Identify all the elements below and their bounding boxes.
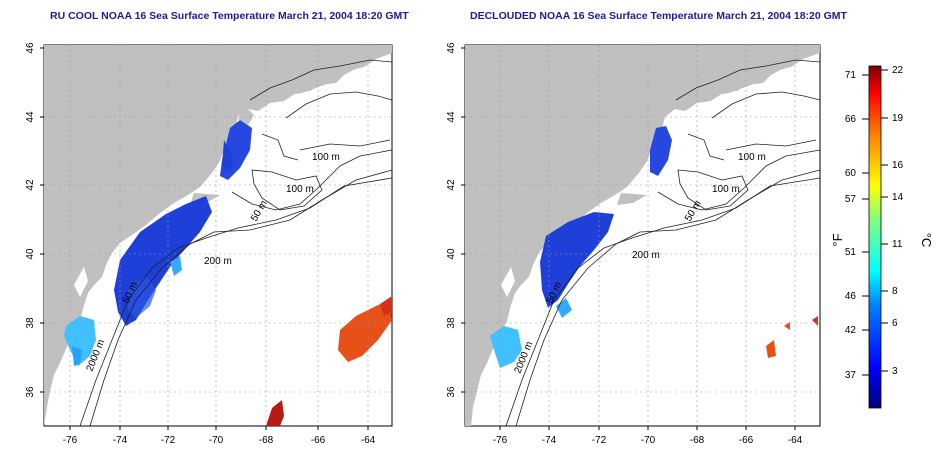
f-tick-label: 71 — [845, 70, 857, 81]
sst-warm-patch-right — [766, 316, 818, 358]
lat-tick-label: 38 — [25, 317, 36, 329]
lon-axis-left: -76 -74 -72 -70 -68 -66 -64 — [63, 426, 376, 446]
lon-tick-label: -72 — [161, 435, 176, 446]
f-tick-label: 57 — [845, 194, 857, 205]
lon-tick-label: -74 — [542, 435, 557, 446]
celsius-scale: 22 19 16 14 11 8 6 3 — [881, 65, 904, 377]
c-tick-label: 8 — [892, 286, 898, 297]
lat-axis-right: 46 44 42 40 38 36 — [446, 42, 465, 398]
contour-label: 100 m — [712, 184, 740, 195]
c-tick-label: 22 — [892, 65, 904, 76]
c-tick-label: 19 — [892, 113, 904, 124]
contour-label: 100 m — [312, 152, 340, 163]
lon-tick-label: -66 — [311, 435, 326, 446]
c-tick-label: 14 — [892, 192, 904, 203]
sst-warm-patch-left — [266, 296, 392, 426]
lat-tick-label: 38 — [446, 317, 457, 329]
grid-right — [465, 45, 820, 426]
contour-label: 200 m — [632, 250, 660, 261]
land-mass-left — [44, 45, 392, 426]
c-tick-label: 3 — [892, 366, 898, 377]
fahrenheit-unit-label: °F — [830, 233, 845, 246]
contour-label: 200 m — [204, 256, 232, 267]
panel-title-left: RU COOL NOAA 16 Sea Surface Temperature … — [50, 10, 409, 22]
lon-tick-label: -74 — [113, 435, 128, 446]
c-tick-label: 6 — [892, 318, 898, 329]
colorbar-gradient — [868, 65, 882, 409]
lon-tick-label: -72 — [592, 435, 607, 446]
lon-tick-label: -76 — [493, 435, 508, 446]
fahrenheit-scale: 71 66 60 57 51 46 42 37 — [845, 70, 869, 381]
lon-tick-label: -66 — [739, 435, 754, 446]
lat-tick-label: 44 — [25, 111, 36, 123]
c-tick-label: 16 — [892, 160, 904, 171]
lat-tick-label: 42 — [446, 179, 457, 191]
lon-tick-label: -70 — [209, 435, 224, 446]
contour-label: 100 m — [286, 184, 314, 195]
map-panel-left: 100 m 100 m 50 m 200 m 2000 m 50 m -76 -… — [25, 42, 393, 446]
lat-tick-label: 46 — [25, 42, 36, 54]
depth-contours-left — [79, 59, 392, 426]
sst-cold-patch-right — [490, 126, 672, 368]
lat-tick-label: 40 — [25, 248, 36, 260]
lon-tick-label: -64 — [361, 435, 376, 446]
lon-axis-right: -76 -74 -72 -70 -68 -66 -64 — [493, 426, 803, 446]
panel-title-right: DECLOUDED NOAA 16 Sea Surface Temperatur… — [470, 10, 847, 22]
contour-label: 100 m — [738, 152, 766, 163]
lon-tick-label: -68 — [259, 435, 274, 446]
lat-tick-label: 44 — [446, 111, 457, 123]
grid-left — [44, 45, 392, 426]
lat-tick-label: 46 — [446, 42, 457, 54]
lat-tick-label: 36 — [446, 386, 457, 398]
sst-cold-patch-left — [64, 120, 252, 366]
lon-tick-label: -76 — [63, 435, 78, 446]
lon-tick-label: -68 — [690, 435, 705, 446]
celsius-unit-label: °C — [919, 233, 934, 248]
lon-tick-label: -64 — [788, 435, 803, 446]
f-tick-label: 60 — [845, 168, 857, 179]
lat-tick-label: 42 — [25, 179, 36, 191]
depth-contours-right — [505, 59, 820, 426]
lat-tick-label: 40 — [446, 248, 457, 260]
f-tick-label: 51 — [845, 247, 857, 258]
lon-tick-label: -70 — [641, 435, 656, 446]
f-tick-label: 37 — [845, 370, 857, 381]
lat-axis-left: 46 44 42 40 38 36 — [25, 42, 44, 398]
c-tick-label: 11 — [892, 239, 903, 250]
f-tick-label: 42 — [845, 325, 857, 336]
lat-tick-label: 36 — [25, 386, 36, 398]
map-panel-right: 100 m 100 m 50 m 200 m 2000 m 50 m -76 -… — [446, 42, 821, 446]
temperature-colorbar: 71 66 60 57 51 46 42 37 22 19 — [830, 65, 934, 409]
f-tick-label: 46 — [845, 291, 857, 302]
f-tick-label: 66 — [845, 114, 857, 125]
